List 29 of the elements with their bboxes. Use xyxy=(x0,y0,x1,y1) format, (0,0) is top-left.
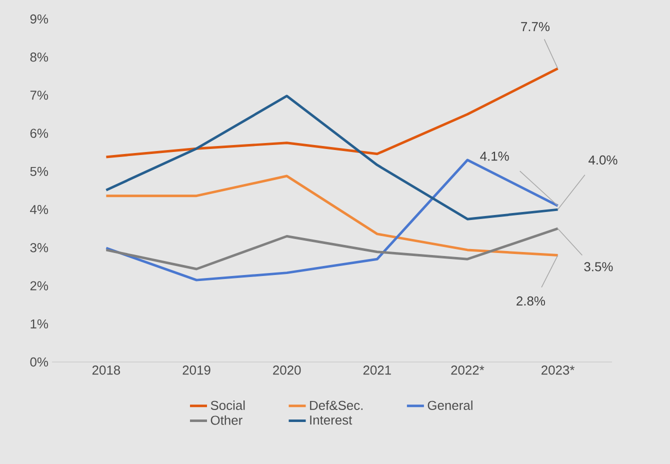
line-series xyxy=(104,227,560,270)
data-label: 3.5% xyxy=(584,262,613,272)
data-label: 4.0% xyxy=(588,155,618,165)
y-tick-label: 0% xyxy=(30,357,48,367)
data-label: 4.1% xyxy=(480,152,509,161)
legend-label: General xyxy=(428,400,472,410)
line-series xyxy=(104,174,560,257)
y-tick-label: 1% xyxy=(30,319,48,328)
y-tick-label: 9% xyxy=(30,14,48,24)
legend-label: Interest xyxy=(310,416,352,425)
x-tick-label: 2020 xyxy=(273,366,301,375)
data-label: 2.8% xyxy=(516,296,546,306)
data-label: 7.7% xyxy=(521,22,550,32)
legend-label: Social xyxy=(210,400,245,410)
y-tick-label: 5% xyxy=(30,166,48,176)
legend-label: Other xyxy=(210,415,242,425)
y-tick-label: 6% xyxy=(30,128,48,138)
x-tick-label: 2018 xyxy=(92,366,120,375)
x-tick-label: 2021 xyxy=(363,366,391,375)
x-tick-label: 2023* xyxy=(542,366,575,375)
y-tick-label: 7% xyxy=(30,90,48,100)
x-tick-label: 2019 xyxy=(182,366,210,375)
x-tick-label: 2022* xyxy=(451,366,484,375)
line-series xyxy=(104,94,560,220)
legend-label: Def&Sec. xyxy=(310,400,363,410)
y-tick-label: 4% xyxy=(30,205,48,214)
y-tick-label: 8% xyxy=(30,52,48,62)
y-tick-label: 2% xyxy=(30,281,48,290)
y-tick-label: 3% xyxy=(30,243,48,252)
